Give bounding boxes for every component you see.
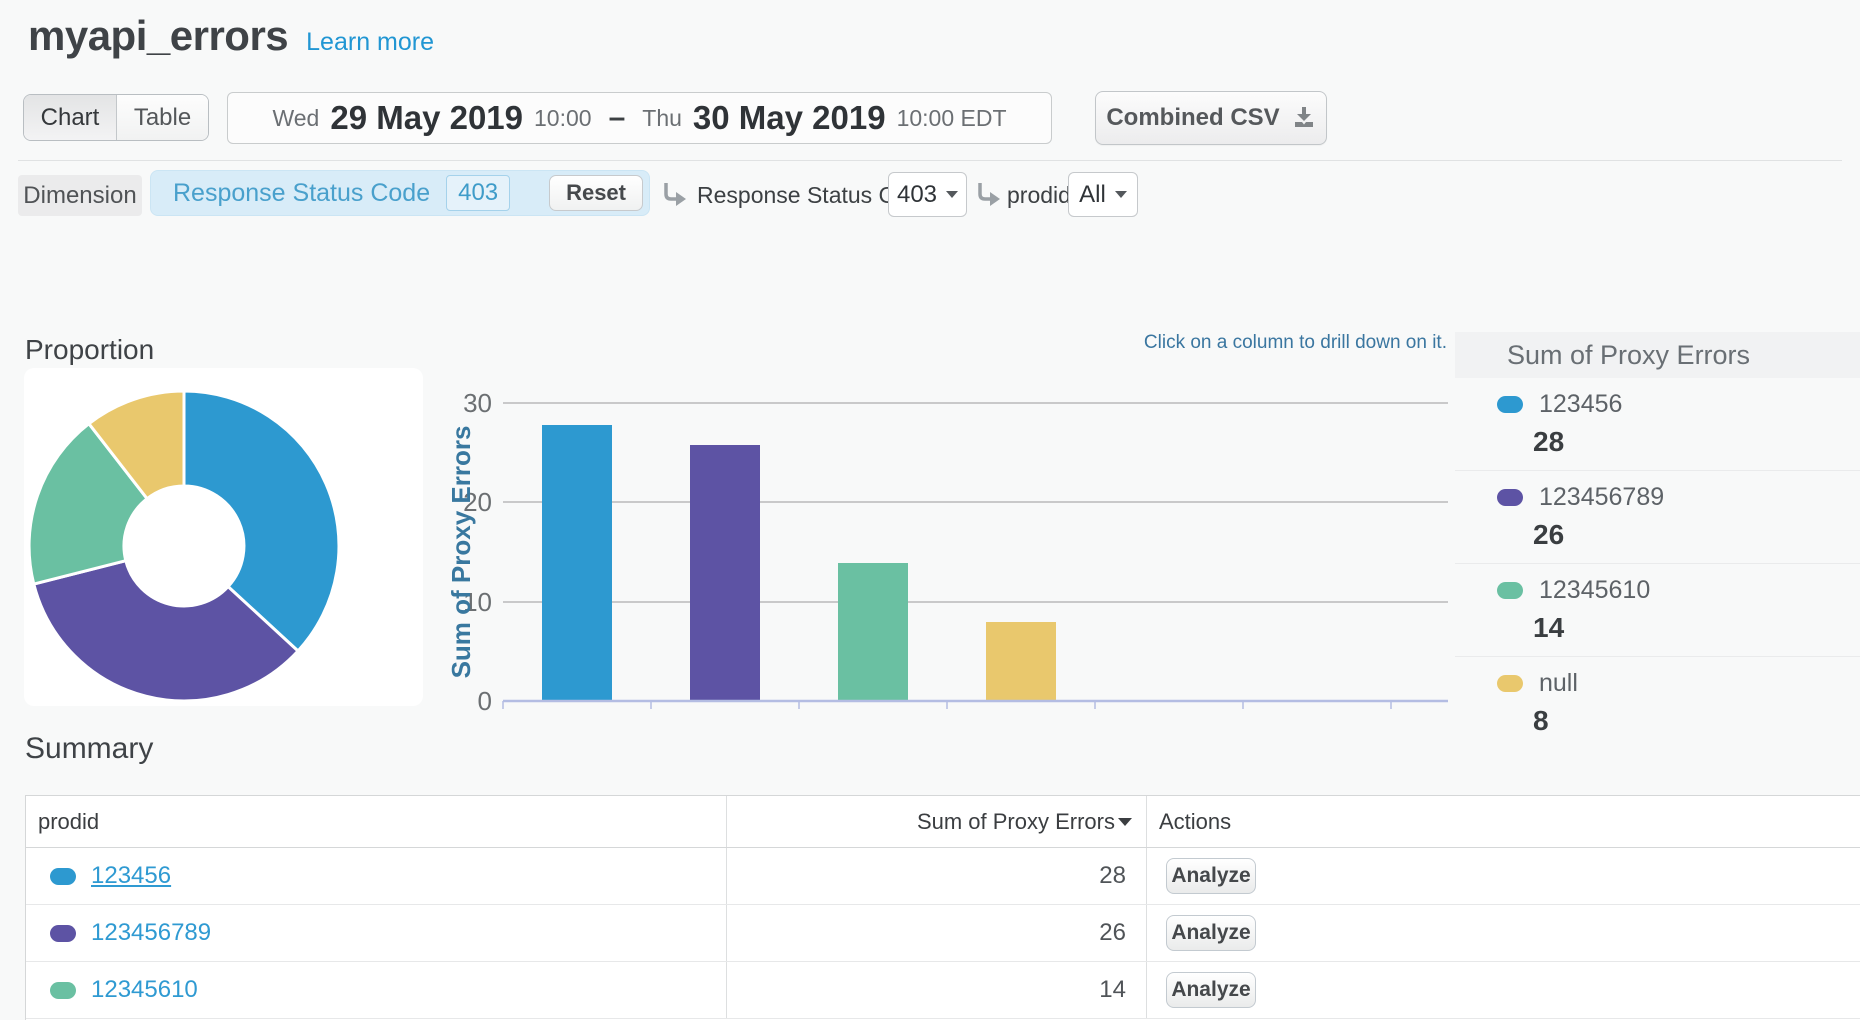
proportion-donut-chart bbox=[24, 368, 423, 706]
start-date: 29 May 2019 bbox=[330, 99, 523, 137]
start-weekday: Wed bbox=[272, 105, 319, 132]
legend-value: 14 bbox=[1533, 612, 1860, 644]
bar-123456789[interactable] bbox=[690, 445, 760, 701]
summary-table: prodid Sum of Proxy Errors Actions 12345… bbox=[25, 795, 1860, 1020]
row-sum-value: 14 bbox=[727, 962, 1147, 1018]
view-toggle: Chart Table bbox=[23, 94, 209, 141]
legend-label: 123456 bbox=[1539, 390, 1622, 419]
toolbar-divider bbox=[18, 160, 1842, 161]
legend-value: 8 bbox=[1533, 705, 1860, 737]
legend-item: 123456789 26 bbox=[1455, 471, 1860, 564]
download-icon bbox=[1292, 106, 1316, 130]
table-row: 123456 28 Analyze bbox=[26, 848, 1860, 905]
chart-legend: Sum of Proxy Errors 123456 28 123456789 … bbox=[1455, 332, 1860, 749]
prodid-link[interactable]: 12345610 bbox=[91, 976, 198, 1004]
bar-chart: 30 20 10 0 Sum of Proxy Errors bbox=[450, 330, 1460, 720]
active-filter-name: Response Status Code bbox=[173, 179, 430, 208]
prodid-dropdown-value: All bbox=[1079, 181, 1106, 209]
column-header-sum[interactable]: Sum of Proxy Errors bbox=[917, 809, 1115, 835]
active-filter-value: 403 bbox=[446, 175, 510, 211]
column-header-prodid[interactable]: prodid bbox=[38, 809, 99, 835]
date-range-separator: – bbox=[603, 101, 632, 135]
donut-svg bbox=[24, 368, 423, 706]
row-swatch-green bbox=[50, 982, 76, 999]
start-time: 10:00 bbox=[534, 105, 592, 132]
learn-more-link[interactable]: Learn more bbox=[306, 28, 434, 57]
y-tick-30: 30 bbox=[463, 388, 492, 418]
analyze-button[interactable]: Analyze bbox=[1166, 915, 1256, 951]
legend-swatch-blue bbox=[1497, 396, 1523, 413]
legend-value: 26 bbox=[1533, 519, 1860, 551]
column-header-actions: Actions bbox=[1159, 809, 1231, 835]
table-header-row: prodid Sum of Proxy Errors Actions bbox=[26, 796, 1860, 848]
legend-swatch-purple bbox=[1497, 489, 1523, 506]
y-tick-0: 0 bbox=[478, 686, 492, 716]
prodid-link[interactable]: 123456 bbox=[91, 862, 171, 890]
analyze-button[interactable]: Analyze bbox=[1166, 858, 1256, 894]
end-date: 30 May 2019 bbox=[693, 99, 886, 137]
combined-csv-button[interactable]: Combined CSV bbox=[1095, 91, 1327, 145]
bar-123456[interactable] bbox=[542, 425, 612, 701]
bar-12345610[interactable] bbox=[838, 563, 908, 701]
legend-swatch-yellow bbox=[1497, 675, 1523, 692]
end-weekday: Thu bbox=[642, 105, 682, 132]
reset-button[interactable]: Reset bbox=[549, 175, 643, 211]
legend-title: Sum of Proxy Errors bbox=[1455, 332, 1860, 378]
dimension-label: Dimension bbox=[18, 175, 142, 216]
legend-item: null 8 bbox=[1455, 657, 1860, 749]
legend-swatch-green bbox=[1497, 582, 1523, 599]
drilldown2-label: prodid bbox=[1007, 175, 1071, 216]
legend-label: 12345610 bbox=[1539, 576, 1650, 605]
summary-title: Summary bbox=[25, 732, 153, 766]
combined-csv-label: Combined CSV bbox=[1106, 104, 1279, 132]
row-sum-value: 26 bbox=[727, 905, 1147, 961]
active-filter-pill: Response Status Code 403 Reset bbox=[150, 170, 650, 216]
analyze-button[interactable]: Analyze bbox=[1166, 972, 1256, 1008]
proportion-title: Proportion bbox=[25, 334, 154, 366]
status-code-dropdown[interactable]: 403 bbox=[888, 172, 967, 217]
prodid-dropdown[interactable]: All bbox=[1068, 172, 1138, 217]
legend-label: null bbox=[1539, 669, 1578, 698]
sort-desc-icon[interactable] bbox=[1118, 818, 1132, 826]
table-row: 12345610 14 Analyze bbox=[26, 962, 1860, 1019]
legend-item: 123456 28 bbox=[1455, 378, 1860, 471]
table-row: 123456789 26 Analyze bbox=[26, 905, 1860, 962]
chevron-down-icon bbox=[946, 191, 958, 198]
drilldown-arrow-icon bbox=[658, 179, 690, 211]
row-swatch-blue bbox=[50, 868, 76, 885]
date-range-picker[interactable]: Wed 29 May 2019 10:00 – Thu 30 May 2019 … bbox=[227, 92, 1052, 144]
prodid-link[interactable]: 123456789 bbox=[91, 919, 211, 947]
legend-value: 28 bbox=[1533, 426, 1860, 458]
table-view-button[interactable]: Table bbox=[116, 95, 208, 140]
page-header: myapi_errors Learn more bbox=[28, 12, 434, 60]
legend-label: 123456789 bbox=[1539, 483, 1664, 512]
chevron-down-icon bbox=[1115, 191, 1127, 198]
row-swatch-purple bbox=[50, 925, 76, 942]
legend-item: 12345610 14 bbox=[1455, 564, 1860, 657]
drilldown-arrow-icon bbox=[972, 179, 1004, 211]
y-axis-label: Sum of Proxy Errors bbox=[450, 426, 476, 679]
status-code-dropdown-value: 403 bbox=[897, 181, 937, 209]
dashboard-page: myapi_errors Learn more Chart Table Wed … bbox=[0, 0, 1860, 1020]
end-time: 10:00 EDT bbox=[897, 105, 1007, 132]
bar-null[interactable] bbox=[986, 622, 1056, 701]
page-title: myapi_errors bbox=[28, 12, 288, 60]
row-sum-value: 28 bbox=[727, 848, 1147, 904]
chart-view-button[interactable]: Chart bbox=[24, 95, 116, 140]
